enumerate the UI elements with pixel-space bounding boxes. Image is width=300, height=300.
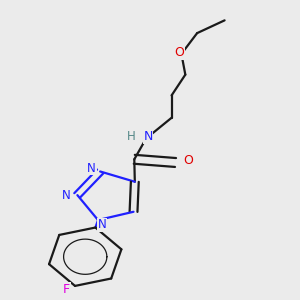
Text: N: N (87, 162, 96, 175)
Text: F: F (63, 283, 70, 296)
Text: N: N (143, 130, 153, 143)
Text: N: N (98, 218, 106, 231)
Text: O: O (175, 46, 184, 59)
Text: O: O (183, 154, 193, 167)
Text: H: H (127, 130, 136, 143)
Text: N: N (62, 189, 71, 202)
